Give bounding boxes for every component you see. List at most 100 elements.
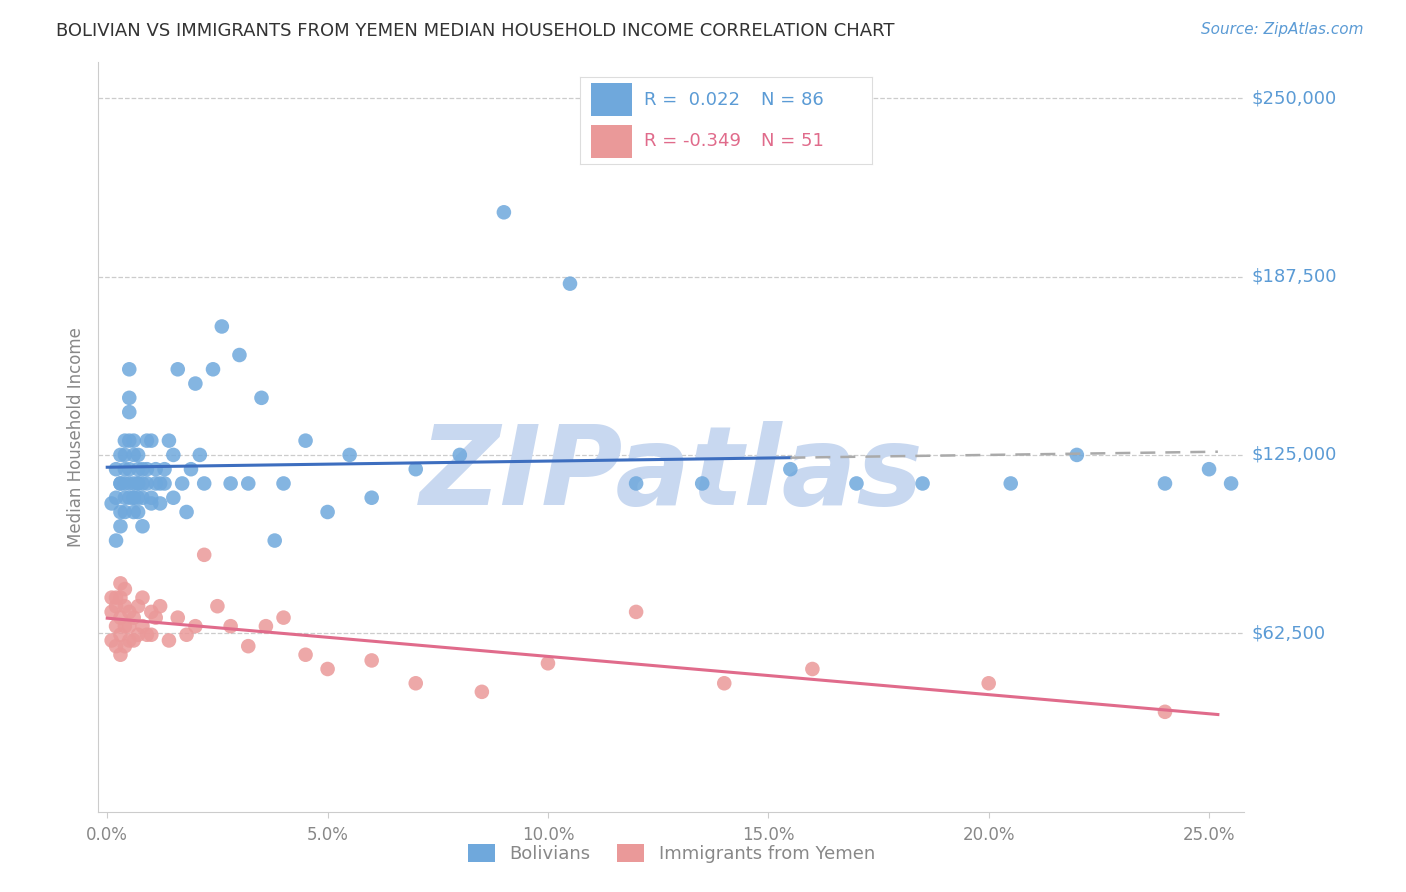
- Point: [149, 476, 172, 491]
- Point: [110, 476, 132, 491]
- Point: [166, 610, 188, 624]
- Point: [100, 496, 122, 510]
- Point: [202, 362, 225, 376]
- Legend: Bolivians, Immigrants from Yemen: Bolivians, Immigrants from Yemen: [460, 837, 883, 870]
- Point: [105, 599, 128, 614]
- Point: [100, 605, 122, 619]
- Point: [118, 633, 141, 648]
- Point: [471, 685, 494, 699]
- Point: [162, 448, 184, 462]
- Point: [110, 576, 132, 591]
- Point: [118, 619, 141, 633]
- Point: [316, 662, 339, 676]
- Point: [105, 591, 128, 605]
- Point: [690, 476, 713, 491]
- Point: [114, 434, 136, 448]
- Point: [713, 676, 735, 690]
- Point: [176, 505, 198, 519]
- Text: BOLIVIAN VS IMMIGRANTS FROM YEMEN MEDIAN HOUSEHOLD INCOME CORRELATION CHART: BOLIVIAN VS IMMIGRANTS FROM YEMEN MEDIAN…: [56, 22, 894, 40]
- Point: [1000, 476, 1022, 491]
- Point: [273, 476, 295, 491]
- Point: [294, 434, 316, 448]
- Point: [211, 319, 233, 334]
- Point: [141, 605, 163, 619]
- Point: [172, 476, 194, 491]
- Point: [131, 462, 153, 476]
- Point: [114, 639, 136, 653]
- Point: [184, 619, 207, 633]
- Point: [405, 676, 427, 690]
- Point: [558, 277, 581, 291]
- Point: [122, 633, 145, 648]
- Point: [339, 448, 361, 462]
- Point: [122, 448, 145, 462]
- Point: [114, 448, 136, 462]
- Point: [449, 448, 471, 462]
- Point: [110, 519, 132, 533]
- Point: [149, 599, 172, 614]
- Point: [845, 476, 868, 491]
- Point: [105, 619, 128, 633]
- Point: [100, 633, 122, 648]
- Point: [294, 648, 316, 662]
- Point: [135, 628, 157, 642]
- Point: [118, 605, 141, 619]
- Point: [127, 462, 149, 476]
- Point: [118, 476, 141, 491]
- Point: [122, 434, 145, 448]
- Point: [157, 633, 180, 648]
- Point: [537, 657, 560, 671]
- Point: [238, 639, 260, 653]
- Point: [100, 591, 122, 605]
- Point: [118, 491, 141, 505]
- Point: [624, 605, 647, 619]
- Point: [131, 476, 153, 491]
- Point: [122, 610, 145, 624]
- Text: $187,500: $187,500: [1251, 268, 1337, 285]
- Point: [122, 476, 145, 491]
- Point: [153, 462, 176, 476]
- Point: [114, 462, 136, 476]
- Point: [131, 491, 153, 505]
- Point: [127, 628, 149, 642]
- Point: [118, 434, 141, 448]
- Point: [779, 462, 801, 476]
- Point: [149, 496, 172, 510]
- Point: [254, 619, 277, 633]
- Point: [110, 448, 132, 462]
- Point: [250, 391, 273, 405]
- Point: [162, 491, 184, 505]
- Point: [110, 648, 132, 662]
- Y-axis label: Median Household Income: Median Household Income: [66, 327, 84, 547]
- Point: [977, 676, 1000, 690]
- Point: [114, 582, 136, 596]
- Point: [145, 610, 167, 624]
- Point: [131, 591, 153, 605]
- Point: [219, 476, 242, 491]
- Text: $125,000: $125,000: [1251, 446, 1337, 464]
- Point: [145, 476, 167, 491]
- Point: [114, 599, 136, 614]
- Point: [131, 519, 153, 533]
- Point: [360, 491, 382, 505]
- Point: [166, 362, 188, 376]
- Point: [1220, 476, 1243, 491]
- Point: [176, 628, 198, 642]
- Point: [122, 491, 145, 505]
- Text: Source: ZipAtlas.com: Source: ZipAtlas.com: [1201, 22, 1364, 37]
- Point: [184, 376, 207, 391]
- Point: [141, 434, 163, 448]
- Point: [118, 462, 141, 476]
- Text: $62,500: $62,500: [1251, 624, 1326, 642]
- Point: [153, 476, 176, 491]
- Point: [105, 462, 128, 476]
- Point: [1198, 462, 1220, 476]
- Point: [135, 434, 157, 448]
- Point: [492, 205, 515, 219]
- Point: [105, 533, 128, 548]
- Point: [118, 362, 141, 376]
- Point: [127, 599, 149, 614]
- Point: [273, 610, 295, 624]
- Point: [131, 619, 153, 633]
- Point: [122, 505, 145, 519]
